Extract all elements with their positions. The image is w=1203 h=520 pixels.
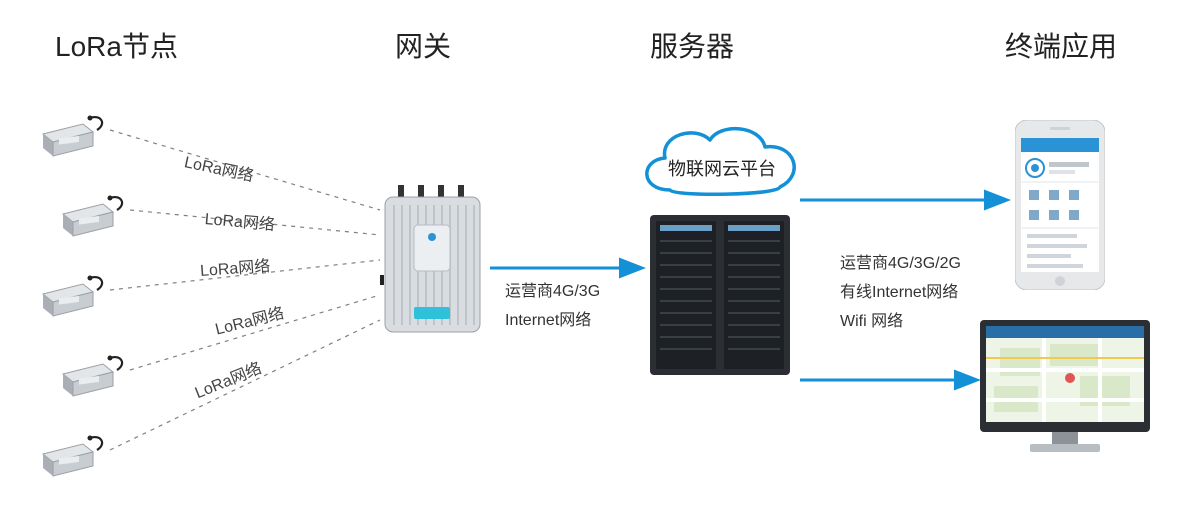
- lora-node-icon: [55, 190, 125, 235]
- lora-link-label: LoRa网络: [199, 252, 271, 281]
- lora-link-label: LoRa网络: [212, 299, 286, 339]
- network-label: 运营商4G/3GInternet网络: [505, 278, 600, 336]
- server-rack-icon: [650, 215, 790, 375]
- heading-terminal: 终端应用: [1005, 25, 1117, 65]
- diagram-stage: LoRa节点 网关 服务器 终端应用: [0, 0, 1203, 520]
- lora-node-icon: [35, 270, 105, 315]
- gateway-device-icon: [380, 185, 485, 335]
- lora-link-label: LoRa网络: [204, 205, 276, 235]
- cloud-label: 物联网云平台: [668, 155, 776, 181]
- lora-link-label: LoRa网络: [183, 148, 257, 186]
- lora-link-label: LoRa网络: [191, 355, 265, 404]
- desktop-terminal-icon: [980, 320, 1150, 460]
- phone-terminal-icon: [1015, 120, 1105, 290]
- heading-nodes: LoRa节点: [55, 25, 178, 65]
- network-label: 运营商4G/3G/2G有线Internet网络Wifi 网络: [840, 250, 961, 336]
- lora-node-icon: [35, 110, 105, 155]
- lora-node-icon: [35, 430, 105, 475]
- lora-node-icon: [55, 350, 125, 395]
- heading-gateway: 网关: [395, 25, 451, 65]
- heading-server: 服务器: [650, 25, 734, 65]
